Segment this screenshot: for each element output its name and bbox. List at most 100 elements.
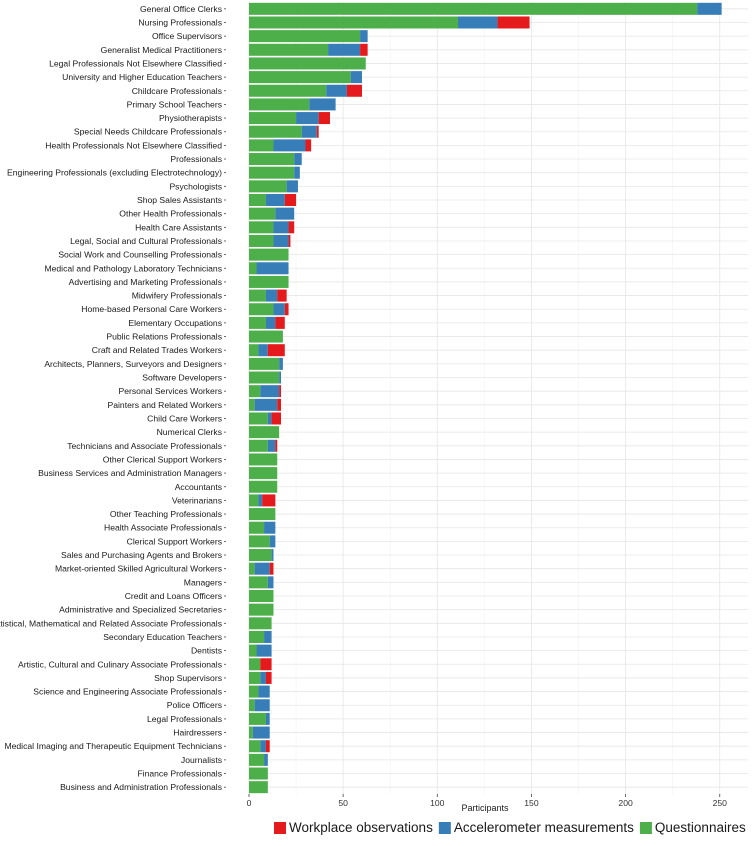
bar-workplace-observations-artistic-cultural-and-culinary-associate-professionals [260,658,272,671]
category-label: Psychologists [169,181,222,191]
bar-questionnaires-dentists [249,644,257,657]
bar-questionnaires-special-needs-childcare-professionals [249,125,302,138]
category-label: Generalist Medical Practitioners [101,45,222,55]
category-label: Secondary Education Teachers [103,632,222,642]
bar-accelerometer-measurements-hairdressers [252,726,270,739]
bar-questionnaires-general-office-clerks [249,2,698,15]
category-label: Legal, Social and Cultural Professionals [70,236,222,246]
bar-accelerometer-measurements-architects-planners-surveyors-and-designers [279,357,283,370]
bar-workplace-observations-personal-services-workers [279,385,282,398]
x-tick-label: 0 [247,798,252,808]
category-label: Administrative and Specialized Secretari… [59,605,222,615]
bar-questionnaires-shop-supervisors [249,671,261,684]
bar-accelerometer-measurements-veterinarians [258,494,263,507]
bar-workplace-observations-physiotherapists [318,112,330,125]
category-label: Sales and Purchasing Agents and Brokers [61,550,222,560]
category-label: Software Developers [142,373,222,383]
category-label: Market-oriented Skilled Agricultural Wor… [55,564,222,574]
bar-accelerometer-measurements-police-officers [254,699,270,712]
bar-questionnaires-university-and-higher-education-teachers [249,71,351,84]
bar-questionnaires-legal-social-and-cultural-professionals [249,234,274,247]
bar-workplace-observations-nursing-professionals [497,16,530,29]
bar-workplace-observations-midwifery-professionals [277,289,287,302]
bar-workplace-observations-home-based-personal-care-workers [284,303,289,316]
category-label: Primary School Teachers [127,99,222,109]
bar-workplace-observations-market-oriented-skilled-agricultural-workers [269,562,274,575]
x-tick-label: 200 [618,798,633,808]
bar-accelerometer-measurements-science-and-engineering-associate-professionals [258,685,270,698]
bar-accelerometer-measurements-child-care-workers [267,412,272,425]
bar-questionnaires-generalist-medical-practitioners [249,43,329,56]
bar-accelerometer-measurements-technicians-and-associate-professionals [267,439,276,452]
bar-workplace-observations-medical-imaging-and-therapeutic-equipment-technicians [265,740,270,753]
bar-accelerometer-measurements-nursing-professionals [458,16,498,29]
bar-questionnaires-software-developers [249,371,280,384]
bar-questionnaires-public-relations-professionals [249,330,283,343]
category-label: Hairdressers [173,728,222,738]
bar-questionnaires-painters-and-related-workers [249,398,255,411]
category-label: Business and Administration Professional… [60,782,222,792]
category-label: Elementary Occupations [128,318,222,328]
bar-accelerometer-measurements-managers [267,576,274,589]
category-label: Business Services and Administration Man… [38,468,222,478]
category-label: Child Care Workers [147,413,222,423]
category-label: Social Work and Counselling Professional… [58,250,222,260]
bar-accelerometer-measurements-shop-sales-assistants [265,193,285,207]
category-label: Medical and Pathology Laboratory Technic… [44,263,222,273]
category-label: Engineering Professionals (excluding Ele… [7,168,222,178]
bar-questionnaires-nursing-professionals [249,16,459,29]
bar-accelerometer-measurements-special-needs-childcare-professionals [301,125,317,138]
category-label: Legal Professionals [147,714,222,724]
bar-questionnaires-secondary-education-teachers [249,630,265,643]
category-label: Physiotherapists [159,113,222,123]
legend-swatch-accelerometer-measurements [438,822,451,834]
bar-questionnaires-market-oriented-skilled-agricultural-workers [249,562,255,575]
category-label: Other Clerical Support Workers [103,454,222,464]
x-tick-label: 100 [430,798,445,808]
bar-accelerometer-measurements-home-based-personal-care-workers [273,303,285,316]
bar-questionnaires-administrative-and-specialized-secretaries [249,603,274,616]
bar-workplace-observations-child-care-workers [271,412,282,425]
bar-accelerometer-measurements-psychologists [286,180,298,193]
bar-accelerometer-measurements-midwifery-professionals [265,289,278,302]
bar-accelerometer-measurements-elementary-occupations [265,316,276,329]
bar-accelerometer-measurements-engineering-professionals-excluding-electrotechnology [294,166,300,179]
bar-questionnaires-managers [249,576,268,589]
category-label: Office Supervisors [152,31,222,41]
bar-accelerometer-measurements-physiotherapists [296,112,319,125]
category-labels: General Office Clerks Nursing Professiona… [0,4,226,792]
bar-questionnaires-health-professionals-not-elsewhere-classified [249,139,274,152]
bar-questionnaires-hairdressers [249,726,253,739]
category-label: Health Care Assistants [135,222,222,232]
bar-accelerometer-measurements-journalists [264,753,268,766]
bar-workplace-observations-generalist-medical-practitioners [360,43,368,56]
bar-workplace-observations-special-needs-childcare-professionals [316,125,319,138]
bar-questionnaires-architects-planners-surveyors-and-designers [249,357,280,370]
bar-accelerometer-measurements-legal-professionals [265,712,270,725]
bar-questionnaires-legal-professionals [249,712,266,725]
bar-questionnaires-science-and-engineering-associate-professionals [249,685,259,698]
bar-accelerometer-measurements-software-developers [279,371,282,384]
category-label: General Office Clerks [140,4,222,14]
category-label: Clerical Support Workers [127,536,222,546]
legend-label-workplace-observations: Workplace observations [289,820,433,835]
category-label: Technicians and Associate Professionals [67,441,222,451]
bar-questionnaires-credit-and-loans-officers [249,589,274,603]
category-label: Police Officers [167,700,222,710]
bar-questionnaires-childcare-professionals [249,84,327,97]
bar-workplace-observations-technicians-and-associate-professionals [275,439,278,452]
bar-questionnaires-child-care-workers [249,412,268,425]
category-label: Finance Professionals [137,769,222,779]
bar-questionnaires-home-based-personal-care-workers [249,303,274,316]
bar-questionnaires-midwifery-professionals [249,289,266,302]
legend: Workplace observations Accelerometer meas… [274,820,746,835]
bar-questionnaires-accountants [249,480,278,493]
bar-questionnaires-artistic-cultural-and-culinary-associate-professionals [249,658,261,671]
bar-accelerometer-measurements-health-care-assistants [273,221,289,234]
bar-questionnaires-elementary-occupations [249,316,266,329]
category-label: Home-based Personal Care Workers [81,304,222,314]
bar-workplace-observations-craft-and-related-trades-workers [267,344,285,357]
bar-questionnaires-social-work-and-counselling-professionals [249,248,289,261]
bar-accelerometer-measurements-university-and-higher-education-teachers [350,71,362,84]
